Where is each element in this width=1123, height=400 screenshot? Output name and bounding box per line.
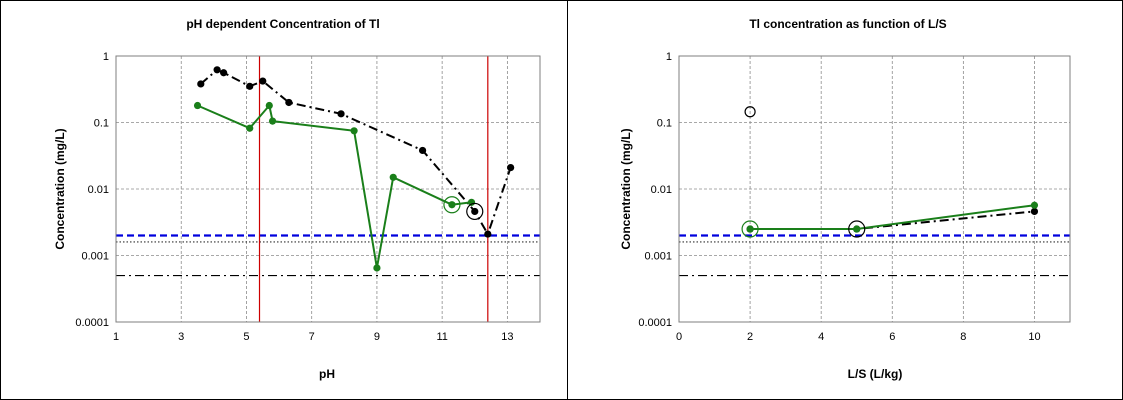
data-point [246,124,254,132]
x-tick-label: 2 [747,331,753,343]
y-tick-label: 0.0001 [638,317,672,329]
y-tick-label: 0.1 [94,118,109,130]
data-point [507,163,515,172]
ph-chart-panel: pH dependent Concentration of Tl pH Conc… [53,17,541,381]
data-point [285,98,293,107]
x-tick-label: 10 [1028,331,1040,343]
x-tick-label: 1 [113,331,119,343]
ls-chart-panel: Tl concentration as function of L/S L/S … [619,17,1071,381]
chart-title: Tl concentration as function of L/S [749,17,946,31]
data-point [373,264,381,272]
x-axis-label: L/S (L/kg) [848,367,903,381]
plot-area-frame [678,55,1071,323]
data-point [1030,207,1039,216]
data-point [268,117,277,125]
x-tick-label: 4 [818,331,824,343]
data-point [246,82,254,90]
y-axis-label: Concentration (mg/L) [53,128,67,249]
data-point [350,127,358,135]
x-tick-label: 6 [889,331,895,343]
x-tick-label: 5 [243,331,249,343]
circled-point [744,106,756,118]
y-tick-label: 0.0001 [75,317,109,329]
data-point [746,225,754,233]
circled-point [466,202,484,221]
circled-point [443,196,461,214]
data-point [418,146,427,155]
y-tick-label: 1 [103,51,109,63]
data-point [220,69,228,77]
y-tick-label: 1 [666,51,672,63]
circled-point [741,220,759,238]
data-point [1030,201,1039,209]
data-point [484,230,492,238]
data-point [389,173,397,181]
x-tick-label: 11 [436,331,447,343]
x-tick-label: 7 [309,331,315,343]
data-point [265,101,273,110]
data-point [337,110,345,118]
plot-area-frame [115,55,541,323]
x-tick-label: 3 [178,331,184,343]
y-tick-label: 0.001 [81,251,109,263]
x-tick-label: 8 [960,331,966,343]
chart-title: pH dependent Concentration of Tl [186,17,379,31]
data-point [193,101,202,110]
y-tick-label: 0.1 [657,118,672,130]
y-tick-label: 0.01 [88,184,109,196]
circled-point [848,220,866,238]
y-tick-label: 0.001 [644,251,672,263]
data-point [213,66,221,74]
x-tick-label: 13 [501,331,513,343]
data-point [197,80,205,88]
data-point [467,198,476,206]
x-tick-label: 0 [676,331,682,343]
x-tick-label: 9 [374,331,380,343]
x-axis-label: pH [319,367,335,381]
y-tick-label: 0.01 [651,184,672,196]
data-point [259,77,267,85]
data-point [853,225,861,233]
data-point [448,201,456,209]
data-point [471,207,479,216]
y-axis-label: Concentration (mg/L) [619,128,633,249]
